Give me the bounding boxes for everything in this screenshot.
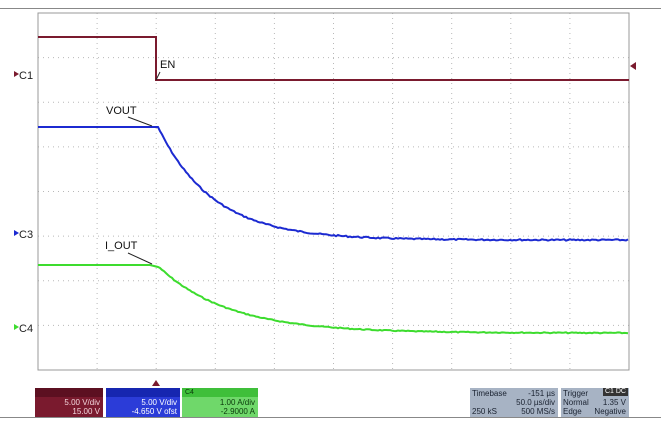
- leader-en: [155, 71, 161, 81]
- c1-offset: 15.00 V: [72, 407, 100, 416]
- channel-label-c4: C4: [19, 323, 33, 335]
- channel-label-c3: C3: [19, 229, 33, 241]
- leader-i-out: [127, 252, 153, 265]
- timebase-delay: -151 µs: [528, 389, 555, 398]
- trigger-level: 1.35 V: [602, 398, 626, 407]
- scope-display[interactable]: C1 C3 C4 EN VOUT I_OUT: [0, 0, 661, 388]
- leader-vout: [127, 116, 153, 127]
- trigger-position-marker[interactable]: [152, 380, 160, 386]
- trigger-mode: Normal: [563, 398, 589, 407]
- c4-tag: C4: [185, 389, 194, 396]
- timebase-panel[interactable]: Timebase -151 µs 50.0 µs/div 250 kS 500 …: [470, 388, 558, 418]
- c4-scale: 1.00 A/div: [219, 398, 255, 407]
- channel-panel-c4[interactable]: C4 1.00 A/div -2.9000 A: [182, 388, 258, 418]
- timebase-title: Timebase: [472, 389, 507, 398]
- c1-scale: 5.00 V/div: [64, 398, 100, 407]
- c3-offset: -4.650 V ofst: [131, 407, 177, 416]
- timebase-rate: 500 MS/s: [521, 407, 555, 416]
- channel-panel-c3-header: [106, 388, 180, 397]
- annotation-vout: VOUT: [106, 105, 137, 117]
- annotation-i-out: I_OUT: [105, 240, 138, 252]
- trace-c4-iout: [38, 264, 629, 335]
- channel-panel-c1-header: [35, 388, 103, 397]
- trigger-slope: Negative: [594, 407, 626, 416]
- channel-label-c1: C1: [19, 70, 33, 82]
- timebase-samples: 250 kS: [472, 407, 497, 416]
- plot-frame: [37, 12, 630, 371]
- annotation-en: EN: [160, 59, 175, 71]
- trigger-type: Edge: [563, 407, 582, 416]
- bottom-rule: [0, 417, 661, 418]
- trigger-title: Trigger: [563, 389, 589, 398]
- trace-c3-vout: [38, 126, 629, 242]
- c3-scale: 5.00 V/div: [141, 398, 177, 407]
- top-rule: [0, 8, 661, 9]
- graticule: [38, 13, 629, 370]
- ground-marker-c1[interactable]: [14, 71, 19, 77]
- ground-marker-c3[interactable]: [14, 230, 19, 236]
- channel-panel-c1[interactable]: 5.00 V/div 15.00 V: [35, 388, 103, 418]
- ground-marker-c4[interactable]: [14, 324, 19, 330]
- trigger-level-marker[interactable]: [630, 62, 636, 70]
- c4-offset: -2.9000 A: [220, 407, 255, 416]
- trigger-panel[interactable]: Trigger C1 DC Normal 1.35 V Edge Negativ…: [561, 388, 629, 418]
- trigger-source: C1 DC: [602, 388, 628, 396]
- channel-panel-c4-header: C4: [182, 388, 258, 397]
- channel-panel-c3[interactable]: 5.00 V/div -4.650 V ofst: [106, 388, 180, 418]
- timebase-per-div: 50.0 µs/div: [516, 398, 555, 407]
